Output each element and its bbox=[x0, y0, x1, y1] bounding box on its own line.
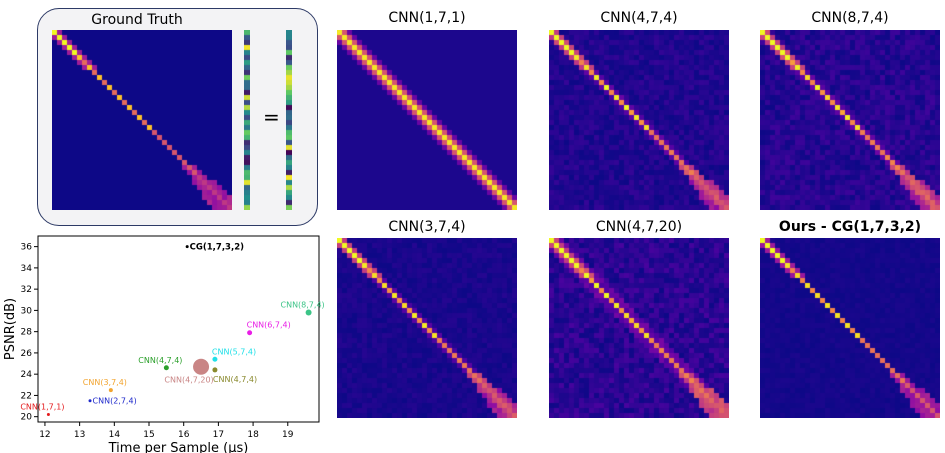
y-tick-label: 30 bbox=[21, 306, 33, 316]
scatter-point-label: CNN(6,7,4) bbox=[247, 321, 291, 330]
panel-title-cnn-4-7-4: CNN(4,7,4) bbox=[600, 10, 678, 26]
scatter-point-label: CG(1,7,3,2) bbox=[190, 243, 244, 253]
scatter-point-label: CNN(4,7,4) bbox=[213, 375, 257, 384]
scatter-point bbox=[163, 365, 169, 371]
x-tick-label: 16 bbox=[178, 430, 190, 440]
panel-title-cnn-3-7-4: CNN(3,7,4) bbox=[388, 219, 466, 235]
scatter-point bbox=[305, 309, 312, 316]
heatmap-cnn-4-7-20 bbox=[549, 238, 729, 418]
panel-title-cnn-8-7-4: CNN(8,7,4) bbox=[811, 10, 889, 26]
heatmap-cnn-8-7-4 bbox=[760, 30, 940, 210]
panel-title-cnn-1-7-1: CNN(1,7,1) bbox=[388, 10, 466, 26]
ground-truth-title: Ground Truth bbox=[91, 12, 183, 28]
y-tick-label: 36 bbox=[21, 243, 33, 253]
x-tick-label: 12 bbox=[39, 430, 50, 440]
y-tick-label: 26 bbox=[21, 349, 33, 359]
x-tick-label: 18 bbox=[247, 430, 259, 440]
heatmap-cnn-3-7-4 bbox=[337, 238, 517, 418]
x-tick-label: 14 bbox=[109, 430, 121, 440]
scatter-point bbox=[88, 399, 92, 403]
scatter-point-label: CNN(8,7,4) bbox=[281, 301, 325, 310]
heatmap-cnn-1-7-1 bbox=[337, 30, 517, 210]
scatter-point-label: CNN(4,7,4) bbox=[138, 356, 182, 365]
panel-title-ours-cg: Ours - CG(1,7,3,2) bbox=[778, 219, 922, 235]
x-tick-label: 13 bbox=[74, 430, 85, 440]
y-axis-label: PSNR(dB) bbox=[3, 298, 18, 360]
ground-truth-heatmap bbox=[52, 30, 232, 210]
scatter-point bbox=[247, 330, 253, 336]
scatter-point bbox=[46, 413, 50, 417]
y-tick-label: 32 bbox=[21, 285, 32, 295]
scatter-point bbox=[185, 245, 189, 249]
x-axis-label: Time per Sample (μs) bbox=[108, 441, 249, 453]
scatter-point-label: CNN(3,7,4) bbox=[83, 378, 127, 387]
plot-frame bbox=[37, 235, 320, 423]
x-tick-label: 17 bbox=[213, 430, 224, 440]
y-tick-label: 34 bbox=[21, 264, 33, 274]
scatter-point bbox=[108, 388, 113, 393]
psnr-vs-time-scatter: 12 13 14 15 16 17 18 19 20 22 24 26 28 30 32 34 36 Time p… bbox=[3, 235, 325, 453]
y-tick-label: 28 bbox=[21, 328, 33, 338]
panel-title-cnn-4-7-20: CNN(4,7,20) bbox=[595, 219, 683, 235]
y-tick-label: 20 bbox=[21, 413, 33, 423]
scatter-point-label: CNN(2,7,4) bbox=[93, 397, 137, 406]
equals-sign: = bbox=[263, 105, 280, 129]
y-tick-label: 22 bbox=[21, 391, 32, 401]
scatter-point-label: CNN(4,7,20) bbox=[164, 376, 213, 385]
x-tick-label: 19 bbox=[282, 430, 294, 440]
ground-truth-output-vector bbox=[286, 30, 292, 210]
scatter-point bbox=[212, 367, 218, 373]
scatter-point-label: CNN(1,7,1) bbox=[20, 403, 64, 412]
scatter-point bbox=[212, 356, 218, 362]
y-tick-label: 24 bbox=[21, 370, 33, 380]
heatmap-cnn-4-7-4 bbox=[549, 30, 729, 210]
ground-truth-input-vector bbox=[244, 30, 250, 210]
scatter-point bbox=[193, 358, 210, 375]
scatter-point-label: CNN(5,7,4) bbox=[212, 347, 256, 356]
x-tick-label: 15 bbox=[143, 430, 154, 440]
heatmap-ours-cg bbox=[760, 238, 940, 418]
